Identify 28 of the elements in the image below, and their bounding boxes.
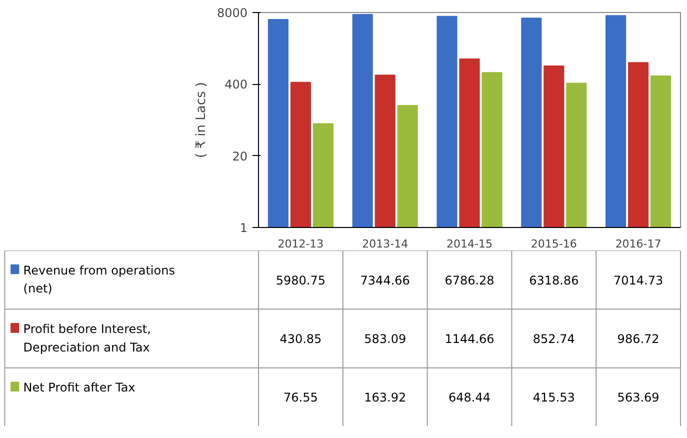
x-tick-label: 2016-17 — [615, 238, 662, 250]
x-tick-label: 2012-13 — [278, 238, 324, 250]
data-label: 76.55 — [284, 390, 318, 405]
data-label: 430.85 — [280, 332, 322, 346]
data-label: 5980.75 — [276, 273, 326, 288]
data-label: 648.44 — [448, 390, 491, 405]
data-label: 7014.73 — [613, 273, 664, 288]
data-label: 583.09 — [364, 332, 406, 346]
data-label: 852.74 — [532, 332, 575, 346]
x-tick-label: 2014-15 — [446, 238, 492, 250]
y-tick-label: 1 — [240, 221, 248, 235]
data-label: 6318.86 — [529, 273, 579, 288]
legend-label: Net Profit after Tax — [23, 380, 136, 395]
y-tick-label: 400 — [224, 78, 248, 92]
data-label: 986.72 — [617, 332, 660, 346]
y-tick-label: 8000 — [216, 6, 248, 20]
data-label: 6786.28 — [444, 273, 494, 288]
y-axis-title: ( ₹ in Lacs ) — [194, 82, 209, 158]
data-label: 7344.66 — [360, 273, 410, 288]
legend-label: Revenue from operations (net) — [23, 263, 175, 296]
y-tick-label: 20 — [232, 149, 248, 164]
x-tick-label: 2013-14 — [362, 238, 408, 250]
data-label: 415.53 — [532, 390, 575, 405]
data-label: 563.69 — [617, 390, 660, 405]
data-label: 163.92 — [364, 390, 406, 405]
legend-label: Profit before Interest, Depreciation and Tax — [23, 322, 151, 354]
data-label: 1144.66 — [444, 332, 494, 346]
x-tick-label: 2015-16 — [530, 238, 577, 250]
